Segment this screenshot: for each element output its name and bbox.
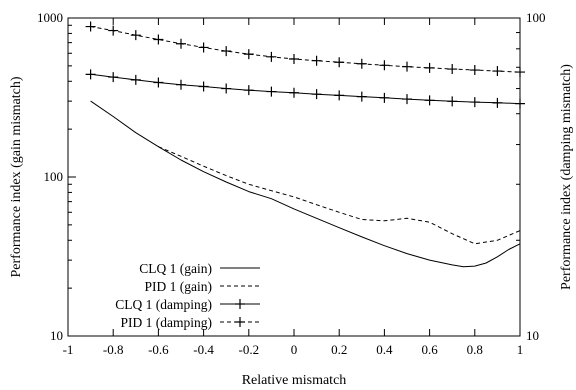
- y-axis-title-left: Performance index (gain mismatch): [9, 76, 24, 277]
- series-line-clq-1-damping: [90, 73, 521, 105]
- legend: CLQ 1 (gain) PID 1 (gain) CLQ 1 (damping) P…: [115, 261, 260, 330]
- data-point-clq-1-damping: [153, 77, 164, 88]
- data-point-pid-1-damping: [85, 21, 96, 32]
- data-point-pid-1-damping: [402, 61, 412, 72]
- x-tick-label: 1: [517, 342, 524, 357]
- data-point-clq-1-damping: [266, 86, 277, 97]
- data-point-pid-1-damping: [221, 46, 232, 57]
- data-point-pid-1-damping: [243, 49, 254, 60]
- data-point-clq-1-damping: [492, 97, 503, 108]
- data-point-pid-1-damping: [447, 64, 458, 75]
- ticks-layer: -1 -0.8 -0.6 -0.4 -0.2 0 0.2 0.4 0.6 0.8 110100100…: [37, 10, 546, 357]
- series-layer: [85, 21, 525, 268]
- data-point-clq-1-damping: [176, 79, 186, 90]
- legend-label: CLQ 1 (damping): [115, 297, 212, 312]
- data-point-clq-1-damping: [379, 92, 390, 103]
- data-point-pid-1-damping: [153, 34, 164, 45]
- data-point-pid-1-damping: [469, 65, 480, 76]
- data-point-clq-1-damping: [108, 72, 119, 83]
- data-point-pid-1-damping: [379, 60, 390, 71]
- x-tick-label: -0.6: [148, 342, 169, 357]
- data-point-pid-1-damping: [356, 58, 367, 69]
- data-point-clq-1-damping: [130, 74, 141, 85]
- data-point-pid-1-damping: [176, 38, 186, 49]
- data-point-clq-1-damping: [311, 89, 322, 100]
- y-tick-label-left: 100: [44, 169, 64, 184]
- x-axis-title: Relative mismatch: [242, 373, 347, 388]
- data-point-clq-1-damping: [243, 85, 254, 96]
- data-point-pid-1-damping: [311, 55, 322, 66]
- y-tick-label-left: 10: [50, 328, 63, 343]
- series-line-clq-1-gain: [90, 100, 521, 268]
- data-point-clq-1-damping: [469, 97, 480, 108]
- series-line-pid-1-gain: [158, 146, 521, 245]
- x-tick-label: 0.8: [467, 342, 483, 357]
- x-tick-label: -0.4: [193, 342, 214, 357]
- data-point-clq-1-damping: [221, 83, 232, 94]
- data-point-pid-1-damping: [108, 25, 119, 36]
- data-point-pid-1-damping: [266, 51, 277, 62]
- y-axis-title-right: Performance index (damping mismatch): [559, 64, 574, 290]
- series-line-pid-1-damping: [90, 26, 521, 73]
- legend-marker: [235, 317, 245, 327]
- data-point-clq-1-damping: [356, 91, 367, 102]
- x-tick-label: -0.2: [239, 342, 260, 357]
- data-point-clq-1-damping: [334, 90, 345, 101]
- y-tick-label-left: 1000: [37, 10, 63, 25]
- x-tick-label: 0.4: [376, 342, 393, 357]
- data-point-clq-1-damping: [402, 94, 412, 105]
- data-point-pid-1-damping: [424, 62, 435, 73]
- data-point-clq-1-damping: [289, 87, 299, 98]
- data-point-clq-1-damping: [85, 69, 96, 80]
- x-tick-label: -1: [63, 342, 74, 357]
- x-tick-label: 0.6: [421, 342, 438, 357]
- x-tick-label: 0: [291, 342, 298, 357]
- data-point-clq-1-damping: [447, 96, 458, 107]
- y-tick-label-right: 10: [526, 328, 539, 343]
- data-point-pid-1-damping: [334, 57, 345, 68]
- legend-label: PID 1 (gain): [145, 279, 213, 294]
- data-point-pid-1-damping: [130, 30, 141, 41]
- data-point-clq-1-damping: [198, 81, 209, 92]
- legend-label: CLQ 1 (gain): [139, 261, 212, 276]
- data-point-pid-1-damping: [198, 42, 209, 53]
- x-tick-label: -0.8: [103, 342, 124, 357]
- legend-label: PID 1 (damping): [121, 315, 213, 330]
- data-point-pid-1-damping: [492, 66, 503, 77]
- x-tick-label: 0.2: [331, 342, 347, 357]
- data-point-pid-1-damping: [289, 54, 299, 65]
- legend-marker: [235, 299, 245, 309]
- data-point-clq-1-damping: [424, 95, 435, 106]
- y-tick-label-right: 100: [526, 10, 546, 25]
